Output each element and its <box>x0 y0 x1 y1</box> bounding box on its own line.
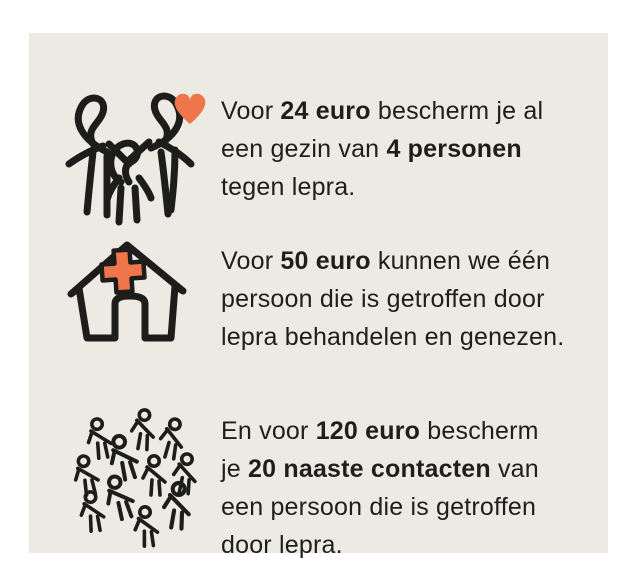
clinic-house-svg <box>67 241 187 342</box>
text-line: Voor 24 euro bescherm je al <box>221 97 544 125</box>
impact-text-50-euro: Voor 50 euro kunnen we één persoon die is… <box>221 242 594 356</box>
text-line: een persoon die is getroffen <box>221 493 537 521</box>
impact-row-120-euro: En voor 120 euro bescherm je 20 naaste co… <box>63 408 594 564</box>
medical-cross-icon <box>99 247 147 295</box>
text-line: tegen lepra. <box>221 173 356 201</box>
heart-icon <box>174 93 206 124</box>
family-with-heart-svg <box>65 92 206 226</box>
family-with-heart-icon <box>63 88 221 228</box>
info-panel: Voor 24 euro bescherm je al een gezin van… <box>29 33 608 559</box>
text-line: lepra behandelen en genezen. <box>221 323 565 351</box>
impact-row-50-euro: Voor 50 euro kunnen we één persoon die is… <box>63 238 594 356</box>
text-line: een gezin van 4 personen <box>221 135 522 163</box>
text-line: En voor 120 euro bescherm <box>221 417 539 445</box>
crowd-of-people-icon <box>63 408 221 550</box>
text-line: door lepra. <box>221 531 343 559</box>
crowd-svg <box>70 408 201 549</box>
text-line: Voor 50 euro kunnen we één <box>221 247 551 275</box>
impact-text-24-euro: Voor 24 euro bescherm je al een gezin van… <box>221 92 594 206</box>
text-line: persoon die is getroffen door <box>221 285 545 313</box>
clinic-house-with-cross-icon <box>63 238 221 343</box>
text-line: je 20 naaste contacten van <box>221 455 539 483</box>
impact-text-120-euro: En voor 120 euro bescherm je 20 naaste co… <box>221 412 594 564</box>
impact-row-24-euro: Voor 24 euro bescherm je al een gezin van… <box>63 88 594 228</box>
